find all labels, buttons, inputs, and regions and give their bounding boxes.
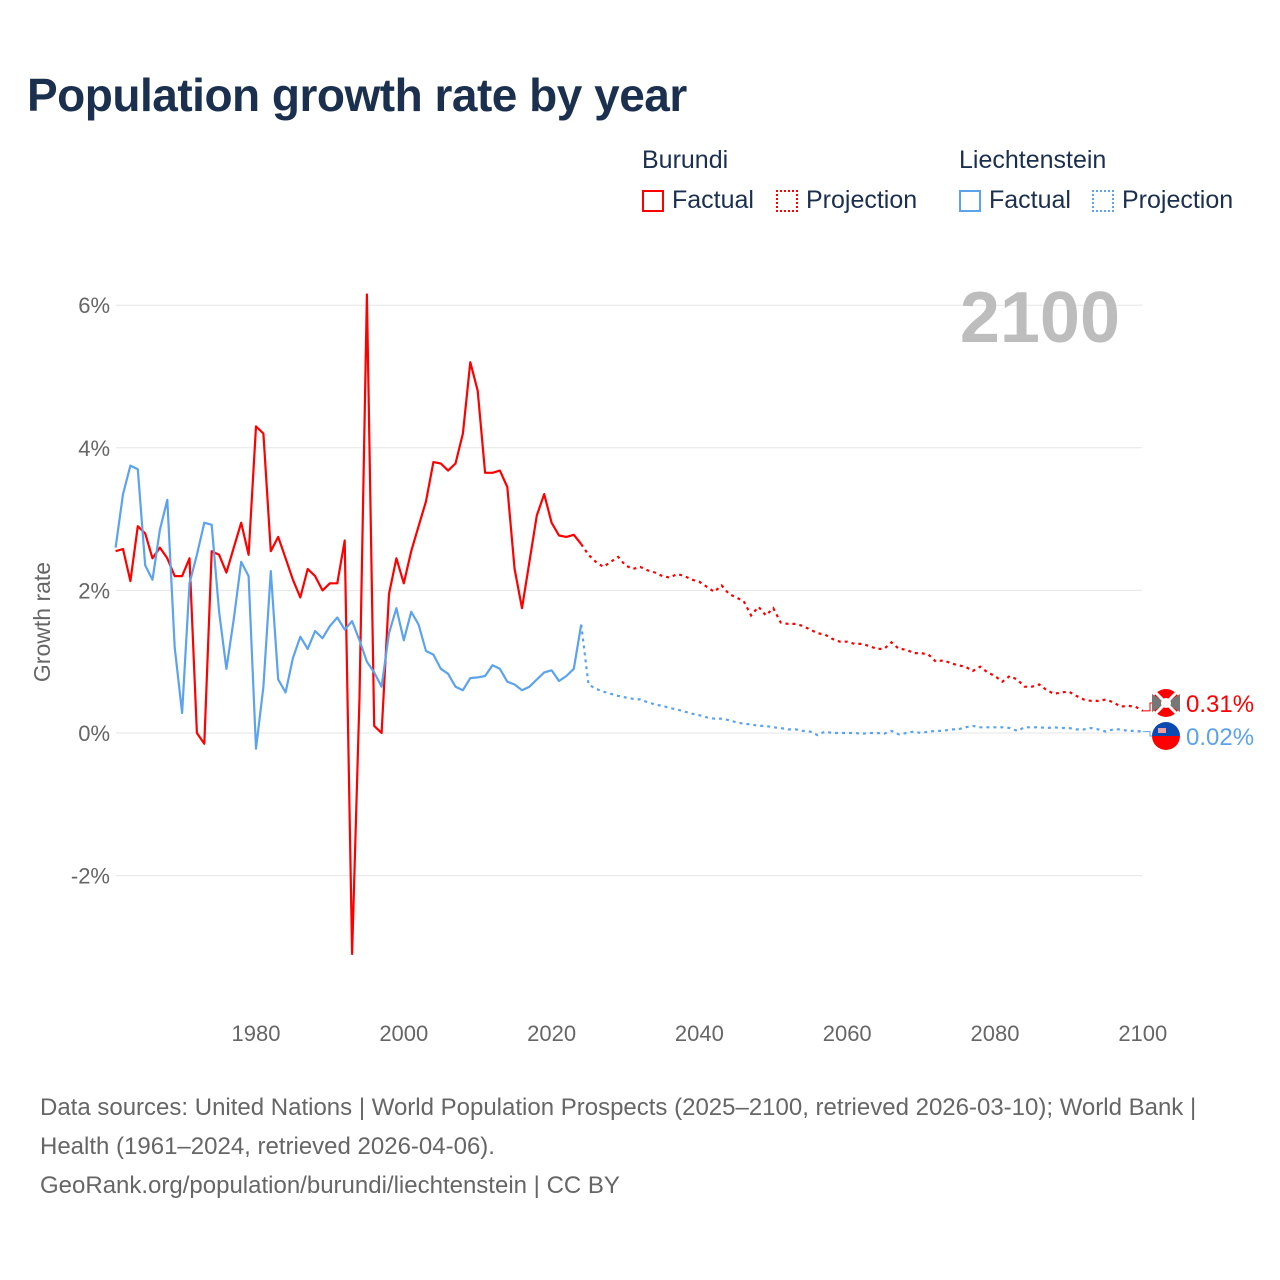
x-tick-label: 2080	[971, 1021, 1020, 1046]
y-tick-label: 4%	[78, 436, 110, 461]
year-watermark: 2100	[960, 278, 1120, 358]
legend-label: Projection	[806, 186, 918, 214]
legend-label: Projection	[1122, 186, 1234, 214]
line-chart: -2%0%2%4%6%1980 2000 2020 2040 2060 2080 2100 …	[29, 278, 1254, 1046]
legend-group-burundi: Burundi	[642, 146, 729, 174]
y-tick-label: -2%	[71, 864, 110, 889]
x-tick-label: 2040	[675, 1021, 724, 1046]
flag-liechtenstein-icon	[1152, 722, 1180, 750]
legend-label: Factual	[989, 186, 1071, 214]
legend-swatch-dotted	[1092, 189, 1114, 212]
x-tick-label: 2000	[379, 1021, 428, 1046]
flag-red	[1152, 736, 1180, 750]
data-sources: Data sources: United Nations | World Pop…	[40, 1094, 1197, 1160]
flag-burundi-icon	[1152, 689, 1180, 717]
flag-crown	[1158, 728, 1166, 733]
x-tick-label: 2020	[527, 1021, 576, 1046]
x-tick-label: 1980	[232, 1021, 281, 1046]
end-label-liechtenstein: 0.02%	[1186, 724, 1254, 751]
end-label-burundi: 0.31%	[1186, 691, 1254, 718]
legend-group-liechtenstein: Liechtenstein	[959, 146, 1107, 174]
y-tick-label: 0%	[78, 721, 110, 746]
legend-label: Factual	[672, 186, 754, 214]
legend-swatch-solid	[959, 189, 981, 212]
y-tick-label: 2%	[78, 578, 110, 603]
y-tick-label: 6%	[78, 293, 110, 318]
legend-swatch-dotted	[776, 189, 798, 212]
legend-burundi-factual[interactable]: Factual	[642, 186, 754, 215]
legend-liechtenstein-projection[interactable]: Projection	[1092, 186, 1233, 215]
x-tick-label: 2060	[823, 1021, 872, 1046]
credit: GeoRank.org/population/burundi/liechtens…	[40, 1172, 620, 1199]
legend-swatch-solid	[642, 189, 664, 212]
x-tick-label: 2100	[1118, 1021, 1167, 1046]
y-axis-label: Growth rate	[29, 562, 55, 682]
series-burundi-projection	[580, 543, 1144, 712]
series-burundi-factual	[115, 293, 583, 956]
series-liechtenstein-projection	[580, 624, 1143, 737]
footer: Data sources: United Nations | World Pop…	[40, 1088, 1240, 1205]
page-title: Population growth rate by year	[27, 69, 687, 121]
legend-burundi-projection[interactable]: Projection	[776, 186, 917, 215]
flag-disc	[1161, 698, 1171, 708]
series-liechtenstein-factual	[114, 464, 583, 750]
legend-liechtenstein-factual[interactable]: Factual	[959, 186, 1071, 215]
